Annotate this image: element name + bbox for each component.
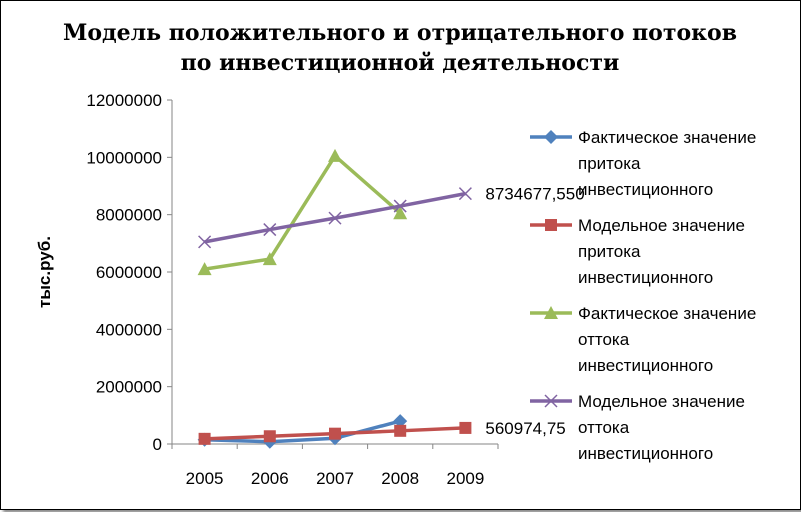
x-tick-label: 2008 — [381, 469, 419, 488]
data-point — [393, 414, 408, 429]
data-point — [197, 262, 212, 276]
series-4 — [198, 187, 472, 249]
data-point — [329, 427, 341, 440]
legend-label: оттока — [578, 418, 630, 437]
legend-label: притока — [578, 154, 641, 173]
legend-marker — [544, 394, 558, 408]
data-point — [459, 421, 472, 434]
legend-entry-4: Модельное значение оттока инвестиционного — [530, 392, 745, 463]
chart-title: Модель положительного и отрицательного п… — [62, 20, 738, 76]
data-point — [328, 211, 342, 225]
data-point — [263, 223, 277, 237]
legend-label: притока — [578, 242, 641, 261]
y-tick-label: 12000000 — [86, 91, 162, 110]
data-point — [393, 199, 407, 213]
data-label: 8734677,550 — [485, 185, 584, 204]
data-point — [394, 424, 407, 437]
legend-label: инвестиционного — [578, 268, 713, 287]
y-tick-label: 0 — [153, 435, 162, 454]
y-axis-label: тыс.руб. — [35, 236, 54, 308]
legend-entry-1: Фактическое значение притока инвестиционно… — [530, 128, 756, 199]
series-3 — [197, 148, 408, 276]
legend-entry-3: Фактическое значение оттока инвестиционног… — [530, 304, 756, 375]
data-point — [328, 148, 342, 162]
legend-label: Модельное значение — [578, 216, 745, 235]
data-point — [198, 432, 211, 445]
legend-label: Модельное значение — [578, 392, 745, 411]
data-point — [393, 206, 408, 220]
data-point — [262, 252, 277, 266]
x-tick-label: 2006 — [251, 469, 289, 488]
data-point — [263, 430, 276, 443]
legend-label: Фактическое значение — [578, 304, 756, 323]
legend-label: оттока — [578, 330, 630, 349]
legend-marker — [544, 306, 558, 319]
legend-label: Фактическое значение — [578, 128, 756, 147]
x-tick-label: 2007 — [316, 469, 354, 488]
data-point — [198, 235, 212, 249]
legend-label: инвестиционного — [578, 180, 713, 199]
data-label: 560974,75 — [485, 419, 565, 438]
data-point — [458, 187, 472, 201]
x-tick-label: 2009 — [446, 469, 484, 488]
series-line — [204, 419, 401, 444]
y-tick-label: 6000000 — [96, 263, 162, 282]
x-tick-label: 2005 — [186, 469, 224, 488]
y-tick-label: 2000000 — [96, 378, 162, 397]
legend-label: инвестиционного — [578, 356, 713, 375]
y-tick-label: 4000000 — [96, 320, 162, 339]
y-tick-label: 10000000 — [86, 148, 162, 167]
legend-marker — [544, 130, 558, 144]
series-line — [204, 154, 402, 271]
y-tick-label: 8000000 — [96, 206, 162, 225]
series-2 — [198, 421, 472, 445]
legend-label: инвестиционного — [578, 444, 713, 463]
legend-entry-2: Модельное значение притока инвестиционного — [530, 216, 745, 287]
legend-marker — [545, 219, 557, 231]
